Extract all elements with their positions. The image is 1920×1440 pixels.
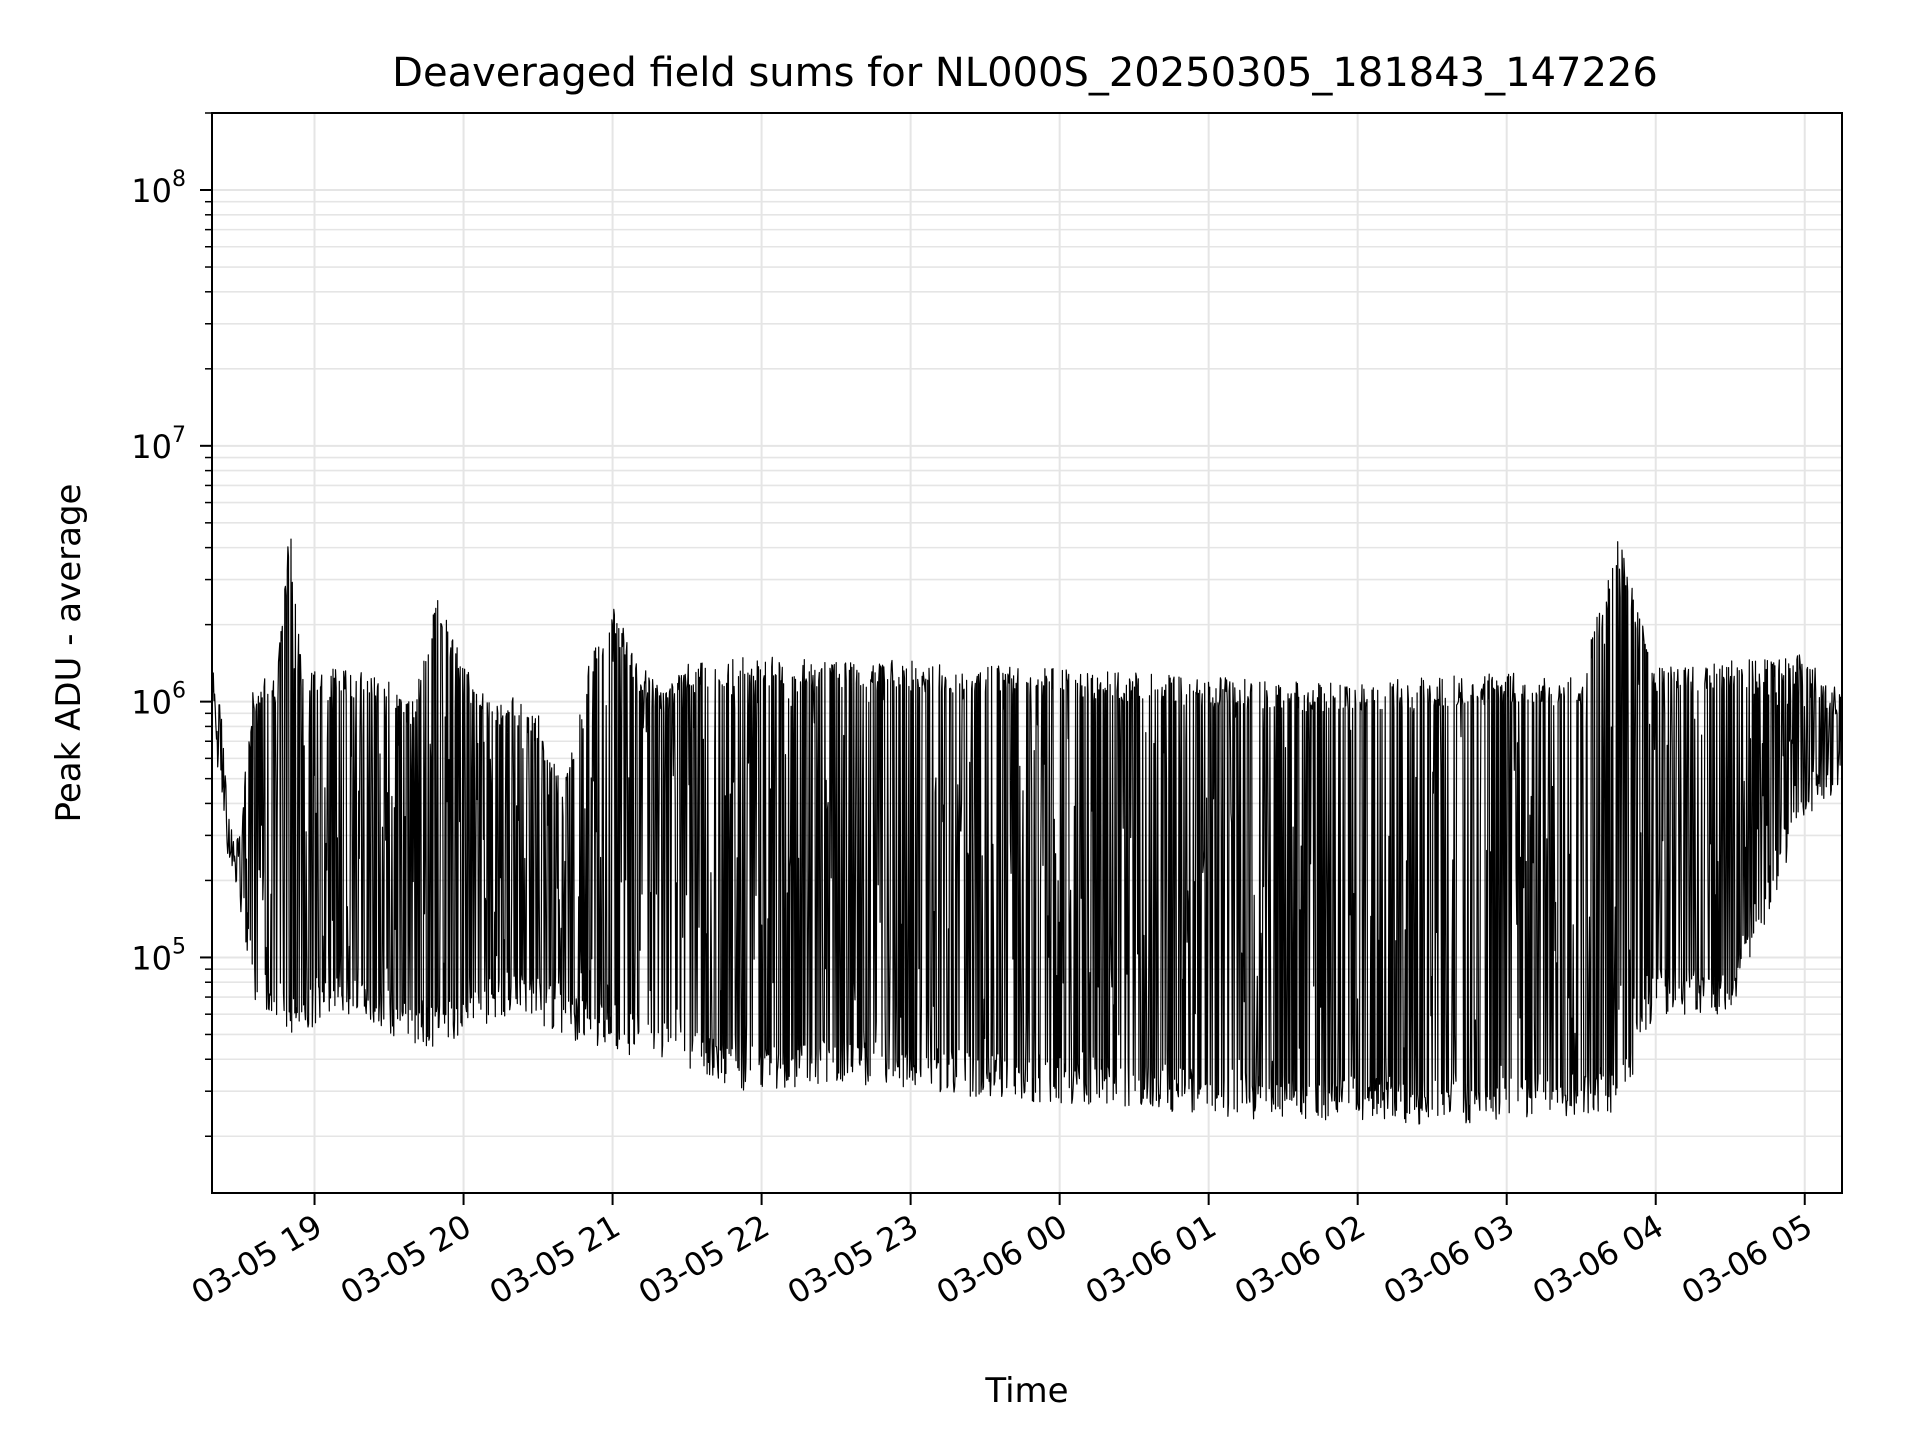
y-axis-label: Peak ADU - average <box>49 484 89 823</box>
x-tick-label: 03-06 02 <box>1228 1207 1372 1312</box>
x-tick-label: 03-05 20 <box>334 1207 478 1312</box>
y-axis: 105 106 107 108 <box>131 112 212 1137</box>
x-tick-label: 03-06 04 <box>1526 1207 1670 1312</box>
series-path <box>212 538 1843 1125</box>
y-tick-label: 107 <box>131 423 186 466</box>
series-line <box>212 538 1843 1125</box>
x-tick-label: 03-06 00 <box>930 1207 1074 1312</box>
x-axis: 03-05 19 03-05 20 03-05 21 03-05 22 03-05 23… <box>185 1193 1819 1312</box>
x-tick-label: 03-05 23 <box>781 1207 925 1312</box>
y-tick-label: 106 <box>131 679 186 722</box>
x-tick-label: 03-05 21 <box>483 1207 627 1312</box>
x-tick-label: 03-06 05 <box>1675 1207 1819 1312</box>
x-tick-label: 03-05 19 <box>185 1207 329 1312</box>
y-tick-label: 105 <box>131 934 186 977</box>
x-tick-label: 03-06 01 <box>1079 1207 1223 1312</box>
x-axis-label: Time <box>984 1371 1068 1411</box>
y-tick-label: 108 <box>131 167 186 210</box>
x-tick-label: 03-05 22 <box>632 1207 776 1312</box>
chart-title: Deaveraged field sums for NL000S_2025030… <box>392 50 1658 96</box>
plot-frame <box>211 112 1843 1194</box>
x-tick-label: 03-06 03 <box>1377 1207 1521 1312</box>
